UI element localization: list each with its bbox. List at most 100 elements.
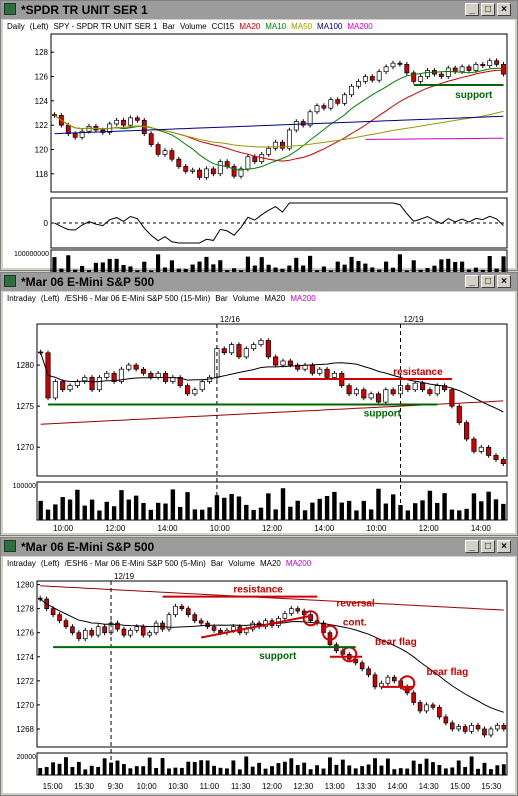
x-tick-label: 14:00	[471, 524, 492, 533]
y-tick-label: 122	[35, 121, 49, 130]
volume-bar	[167, 768, 171, 775]
x-tick-label: 10:00	[137, 782, 158, 791]
es15-chart-area[interactable]: Intraday (Left) /ESH6 - Mar 06 E-Mini S&P …	[3, 292, 515, 533]
chart-window-icon[interactable]	[4, 275, 16, 287]
volume-bar	[464, 508, 469, 520]
candle-body	[478, 446, 484, 452]
volume-bar	[347, 765, 352, 775]
candle-body	[452, 67, 458, 73]
es15-title-bar[interactable]: *Mar 06 E-Mini S&P 500 _ □ ×	[1, 273, 517, 291]
x-tick-label: 11:00	[200, 782, 220, 791]
volume-bar	[148, 509, 154, 520]
volume-bar	[53, 504, 58, 520]
candle-body	[179, 605, 185, 610]
candle-body	[243, 348, 249, 358]
resistance-label: resistance	[393, 367, 443, 378]
spy-daily-chart[interactable]: 118120122124126128support010000000019212…	[3, 20, 517, 288]
volume-bar	[310, 502, 315, 520]
minimize-button[interactable]: _	[465, 275, 479, 288]
volume-bar	[57, 763, 62, 775]
chart-window-icon[interactable]	[4, 3, 16, 15]
volume-bar	[66, 255, 71, 278]
volume-bar	[192, 761, 197, 775]
info-item: MA20	[239, 22, 261, 31]
volume-bar	[96, 766, 101, 775]
volume-bar	[207, 507, 212, 520]
volume-bar	[295, 764, 300, 775]
es-15min-chart[interactable]: 1270 1275 1280 12/16 12/19 resistance support 1…	[3, 292, 517, 535]
candle-body	[427, 389, 433, 395]
maximize-button[interactable]: □	[481, 3, 495, 16]
volume-bar	[361, 500, 366, 520]
volume-bar	[214, 495, 220, 520]
candle-body	[82, 377, 88, 382]
volume-bar	[321, 768, 326, 775]
candle-body	[411, 692, 416, 703]
info-item: (Left)	[29, 22, 49, 31]
volume-bar	[263, 768, 268, 775]
volume-bar	[147, 757, 152, 775]
volume-bar	[121, 764, 126, 775]
volume-bar	[121, 264, 126, 278]
x-tick-label: 15:00	[43, 782, 64, 791]
volume-bar	[270, 766, 274, 775]
candle-body	[224, 161, 230, 167]
candle-body	[419, 382, 426, 391]
volume-bar	[368, 509, 374, 520]
candle-body	[385, 676, 391, 684]
candle-body	[383, 389, 389, 403]
es5-title-bar[interactable]: *Mar 06 E-Mini S&P 500 _ □ ×	[1, 538, 517, 556]
volume-bar	[185, 492, 190, 520]
volume-bar	[342, 264, 347, 278]
close-button[interactable]: ×	[497, 3, 511, 16]
volume-bar	[190, 264, 195, 278]
volume-bar	[231, 760, 236, 775]
y-tick-label: 118	[35, 170, 48, 179]
candle-body	[155, 144, 161, 155]
close-button[interactable]: ×	[497, 275, 511, 288]
chart-window-icon[interactable]	[4, 540, 16, 552]
spy-chart-area[interactable]: Daily (Left) SPY - SPDR TR UNIT SER 1 Bar Vo…	[3, 20, 515, 288]
y-tick-label: 1274	[16, 653, 34, 662]
candle-body	[438, 73, 444, 77]
es15-info-bar: Intraday (Left) /ESH6 - Mar 06 E-Mini S&P …	[7, 294, 321, 303]
candle-body	[404, 64, 410, 74]
minimize-button[interactable]: _	[465, 3, 479, 16]
candle-body	[390, 62, 396, 68]
volume-bar	[251, 509, 256, 520]
candle-body	[197, 169, 202, 178]
volume-bar	[179, 767, 184, 775]
volume-frame	[36, 481, 508, 521]
volume-bar	[289, 758, 294, 775]
info-item: MA200	[290, 294, 316, 303]
candle-body	[361, 389, 367, 399]
spy-title-bar[interactable]: *SPDR TR UNIT SER 1 _ □ ×	[1, 1, 517, 19]
volume-bar	[266, 493, 271, 520]
volume-bar	[397, 254, 402, 278]
volume-bar	[244, 756, 249, 775]
volume-bar	[80, 265, 85, 278]
volume-bar	[288, 506, 293, 520]
ma100-line	[54, 115, 504, 135]
candle-body	[362, 76, 368, 82]
x-tick-label: 13:00	[325, 782, 346, 791]
volume-bar	[104, 501, 109, 520]
volume-bar	[424, 758, 429, 775]
candle-body	[466, 66, 472, 71]
es5-chart-area[interactable]: Intraday (Left) /ESH6 - Mar 06 E-Mini S&P …	[3, 557, 515, 793]
minimize-button[interactable]: _	[465, 540, 479, 553]
candle-body	[186, 608, 191, 616]
volume-bar	[107, 258, 112, 278]
maximize-button[interactable]: □	[481, 275, 495, 288]
volume-bar	[100, 262, 105, 278]
es-5min-chart[interactable]: 1268 1270 1272 1274 1276 1278 1280 12/19 resista…	[3, 557, 517, 795]
close-button[interactable]: ×	[497, 540, 511, 553]
volume-bar	[294, 257, 299, 278]
candle-body	[293, 121, 299, 131]
candle-body	[449, 722, 455, 730]
candle-body	[469, 724, 474, 732]
info-item: /ESH6 - Mar 06 E-Mini S&P 500 (5-Min)	[64, 559, 206, 568]
candle-body	[199, 381, 205, 391]
maximize-button[interactable]: □	[481, 540, 495, 553]
y-tick-label: 120	[35, 145, 49, 154]
